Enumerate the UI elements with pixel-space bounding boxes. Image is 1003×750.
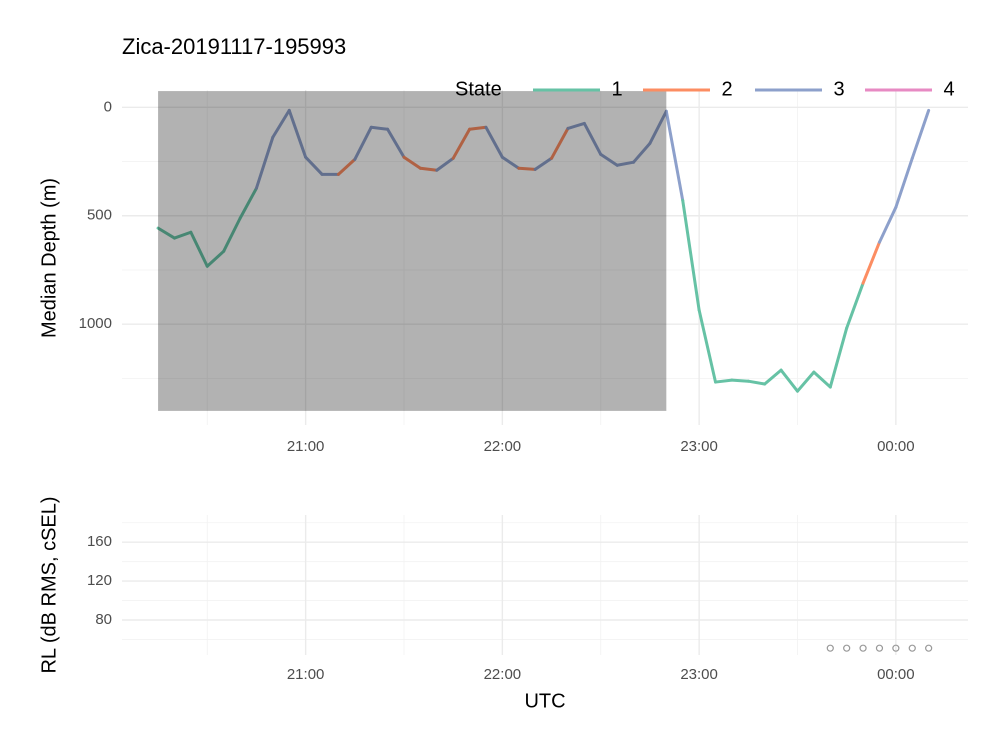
line-segment [254, 135, 275, 190]
line-segment [336, 157, 357, 176]
point [892, 644, 900, 652]
point [843, 644, 851, 652]
point [859, 644, 867, 652]
point [875, 644, 884, 652]
legend-label: 1 [611, 78, 622, 100]
line-segment [468, 125, 488, 131]
line-segment [681, 198, 701, 312]
y-tick-label: 160 [87, 533, 112, 550]
line-segment [418, 166, 439, 172]
line-segment [369, 125, 390, 131]
line-segment [664, 109, 685, 202]
line-segment [550, 126, 570, 160]
x-tick-label: 22:00 [484, 438, 522, 455]
x-tick-label: 21:00 [287, 666, 325, 683]
legend-label: 4 [943, 78, 954, 100]
line-segment [615, 160, 636, 167]
x-tick-label: 00:00 [877, 666, 915, 683]
line-segment [795, 370, 816, 393]
line-segment [877, 205, 898, 244]
line-segment [779, 368, 799, 393]
line-segment [222, 216, 242, 253]
legend-title: State [455, 78, 502, 100]
line-segment [271, 108, 291, 139]
y-tick-label: 120 [87, 572, 112, 589]
x-tick-label: 21:00 [287, 438, 325, 455]
line-segment [484, 125, 504, 159]
y-tick-label: 500 [87, 207, 112, 224]
line-segment [435, 156, 455, 172]
y-tick-label: 1000 [79, 315, 112, 332]
line-segment [500, 155, 521, 170]
line-segment [812, 370, 832, 389]
x-tick-label: 00:00 [877, 438, 915, 455]
line-segment [386, 127, 406, 159]
line-segment [845, 281, 865, 330]
line-segment [599, 152, 619, 167]
point [826, 644, 834, 652]
y-tick-label: 80 [95, 611, 112, 628]
line-segment [648, 109, 668, 145]
line-segment [910, 108, 931, 160]
x-tick-label: 22:00 [484, 666, 522, 683]
line-segment [894, 156, 914, 209]
line-segment [517, 166, 537, 171]
legend-label: 2 [721, 78, 732, 100]
line-segment [730, 378, 750, 383]
x-axis-title: UTC [524, 690, 565, 712]
line-segment [172, 230, 193, 240]
line-segment [205, 249, 226, 268]
x-tick-label: 23:00 [680, 666, 718, 683]
line-segment [566, 121, 586, 130]
line-segment [828, 326, 849, 389]
line-segment [746, 379, 767, 386]
legend-label: 3 [833, 78, 844, 100]
shaded-region [158, 91, 667, 411]
line-segment [582, 121, 603, 156]
line-segment [861, 240, 881, 285]
line-segment [402, 155, 422, 170]
line-segment [451, 127, 472, 160]
line-segment [189, 230, 209, 268]
y-axis-title: RL (dB RMS, cSEL) [38, 496, 60, 673]
line-segment [156, 226, 176, 240]
chart-title: Zica-20191117-195993 [122, 34, 346, 59]
line-segment [697, 308, 718, 384]
line-segment [533, 156, 554, 171]
y-axis-title: Median Depth (m) [38, 178, 60, 338]
line-segment [763, 368, 783, 386]
x-tick-label: 23:00 [680, 438, 718, 455]
line-segment [238, 186, 258, 220]
line-segment [632, 141, 652, 164]
point [908, 644, 916, 652]
line-segment [353, 125, 373, 161]
line-segment [714, 378, 734, 384]
line-segment [304, 155, 324, 176]
line-segment [287, 108, 308, 159]
point [925, 644, 933, 652]
y-tick-label: 0 [104, 98, 112, 115]
